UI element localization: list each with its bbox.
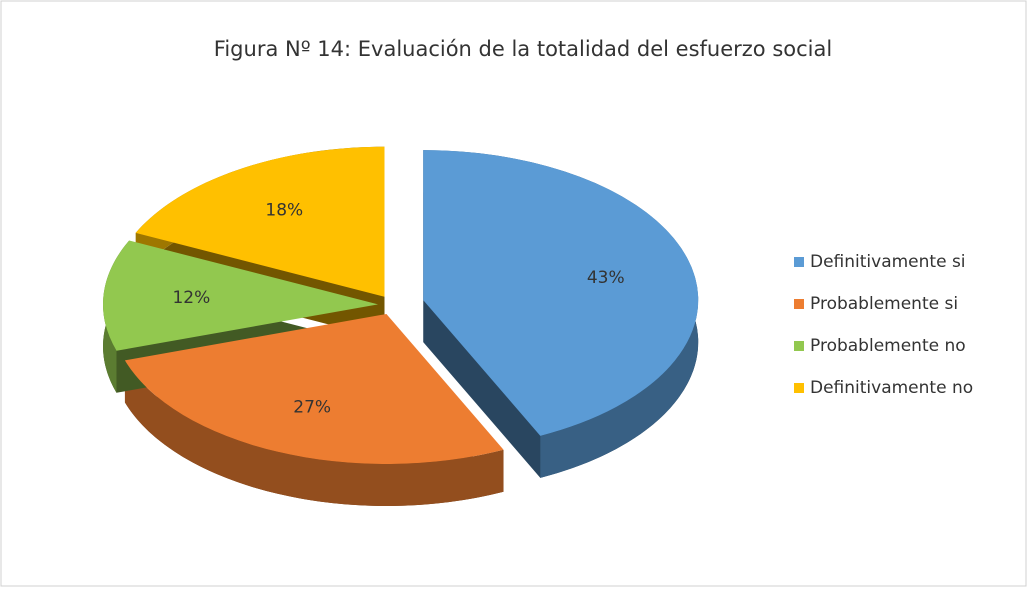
data-label: 27% [293,398,331,418]
slice [124,313,504,464]
data-label: 43% [587,268,625,288]
legend-swatch [794,299,804,309]
legend-label: Probablemente no [810,336,966,356]
legend-label: Definitivamente si [810,252,966,272]
legend-label: Probablemente si [810,294,958,314]
legend-swatch [794,257,804,267]
chart-title: Figura Nº 14: Evaluación de la totalidad… [214,37,832,61]
slice [103,240,379,351]
slice [135,146,385,297]
data-label: 12% [172,288,210,308]
slice [423,150,699,436]
slice-side [124,360,504,506]
data-label: 18% [265,201,303,221]
legend-label: Definitivamente no [810,378,973,398]
legend-swatch [794,341,804,351]
legend-swatch [794,383,804,393]
